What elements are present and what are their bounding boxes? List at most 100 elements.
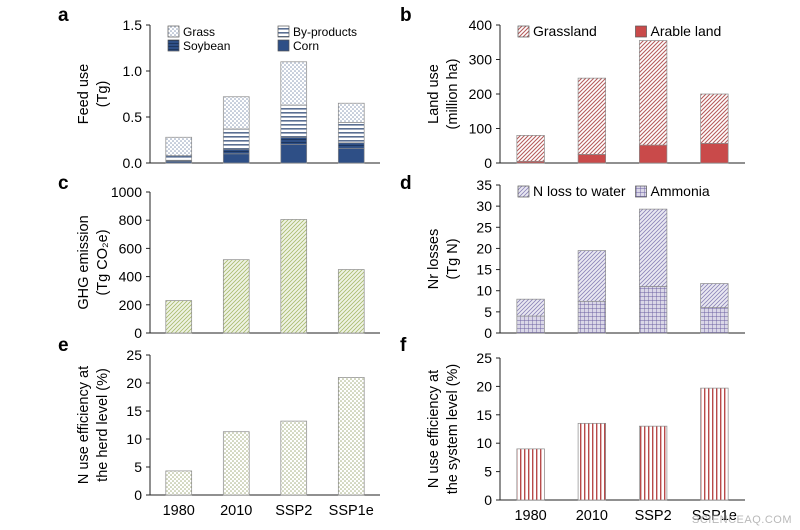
bar-corn-2010 [222,153,250,164]
bar-value-2010 [222,259,250,334]
legend-swatch [517,25,530,38]
bar-value-ssp2 [638,425,668,501]
y-tick-label: 0 [484,155,492,171]
legend-swatch [277,25,290,38]
bar-ammonia-1980 [516,315,545,334]
y-axis-label: the herd level (%) [95,368,111,482]
bar-n-loss-to-water-2010 [577,250,607,302]
y-tick-label: 1.0 [123,63,143,79]
y-tick-label: 400 [469,17,493,33]
legend-label: Ammonia [651,183,710,199]
bar-ammonia-ssp1e [700,307,729,334]
bar-grass-ssp1e [337,102,365,123]
legend-swatch [277,39,290,52]
y-tick-label: 1000 [111,184,142,200]
y-tick-label: 30 [476,198,492,214]
y-tick-label: 25 [476,350,492,366]
bar-value-1980 [165,470,193,496]
y-tick-label: 35 [476,177,492,193]
y-tick-label: 0 [134,325,142,341]
y-tick-label: 5 [484,464,492,480]
bar-ammonia-2010 [577,300,607,334]
bar-ammonia-ssp2 [638,286,668,334]
bar-grassland-2010 [577,77,607,155]
legend-swatch [517,185,530,198]
y-tick-label: 0.5 [123,109,143,125]
y-tick-label: 1.5 [123,17,143,33]
x-tick-label: SSP1e [692,508,737,524]
y-tick-label: 15 [476,262,492,278]
y-axis-label: (Tg) [95,81,111,108]
y-axis-label: Nr losses [426,229,442,289]
bar-by-products-ssp1e [337,122,365,144]
legend-label: Grassland [533,23,597,39]
bar-arable-land-ssp2 [638,144,668,164]
y-axis-label: the system level (%) [445,364,461,495]
bar-grassland-ssp1e [700,93,729,144]
bar-n-loss-to-water-ssp1e [700,283,729,308]
y-axis-label: N use efficiency at [426,370,442,488]
panel-a: a 0.0 0.5 1.0 1.5 Feed use (Tg) Grass By-product… [58,5,380,171]
y-tick-label: 100 [469,121,493,137]
y-tick-label: 20 [126,375,142,391]
bar-value-ssp1e [700,387,729,501]
legend-swatch [167,25,180,38]
bar-arable-land-2010 [577,154,607,164]
bar-corn-ssp1e [337,147,365,164]
y-tick-label: 0.0 [123,155,143,171]
y-tick-label: 15 [476,407,492,423]
bar-by-products-2010 [222,128,250,150]
y-tick-label: 10 [476,435,492,451]
x-tick-label: 1980 [514,508,546,524]
bar-value-2010 [222,431,250,496]
bar-value-ssp2 [280,219,308,334]
panel-d: d 0 5 10 15 20 25 30 35 Nr losses (Tg N) N loss to … [400,173,745,341]
panel-letter: e [58,335,69,356]
bar-grass-ssp2 [280,61,308,106]
bar-value-ssp1e [337,377,365,496]
y-tick-label: 0 [484,325,492,341]
bar-n-loss-to-water-ssp2 [638,208,668,287]
x-tick-label: SSP2 [275,503,312,519]
legend-label: Corn [293,39,319,53]
bar-value-2010 [577,422,607,501]
panel-letter: a [58,5,69,26]
bar-value-1980 [516,448,545,501]
y-tick-label: 200 [469,86,493,102]
y-tick-label: 5 [484,304,492,320]
panel-f: f 0 5 10 15 20 25 N use efficiency at the system… [400,335,745,524]
y-tick-label: 10 [126,431,142,447]
y-tick-label: 5 [134,459,142,475]
y-tick-label: 15 [126,403,142,419]
y-axis-label: GHG emission [76,215,92,309]
bar-soybean-2010 [222,148,250,155]
bar-value-ssp2 [280,420,308,496]
legend-label: N loss to water [533,183,626,199]
panel-e: e 0 5 10 15 20 25 N use efficiency at the herd l… [58,335,380,519]
bar-corn-ssp2 [280,144,308,164]
y-tick-label: 400 [119,269,143,285]
y-tick-label: 25 [476,219,492,235]
x-tick-label: SSP2 [635,508,672,524]
legend-swatch [167,39,180,52]
y-axis-label: Land use [426,64,442,124]
panel-letter: d [400,173,412,194]
y-tick-label: 300 [469,52,493,68]
y-axis-label: Feed use [76,64,92,124]
bar-grass-1980 [165,136,193,156]
legend-label: Grass [183,25,215,39]
bar-value-ssp1e [337,269,365,334]
y-tick-label: 800 [119,212,143,228]
y-tick-label: 0 [134,487,142,503]
legend-swatch [635,25,647,38]
bar-by-products-ssp2 [280,104,308,138]
y-axis-label: (Tg N) [445,238,461,279]
panel-letter: b [400,5,412,26]
y-tick-label: 600 [119,240,143,256]
bar-by-products-1980 [165,155,193,161]
bar-grassland-ssp2 [638,40,668,146]
panel-c: c 0 200 400 600 800 1000 GHG emission (Tg CO₂e) [58,173,380,341]
y-axis-label: N use efficiency at [76,366,92,484]
y-tick-label: 10 [476,283,492,299]
